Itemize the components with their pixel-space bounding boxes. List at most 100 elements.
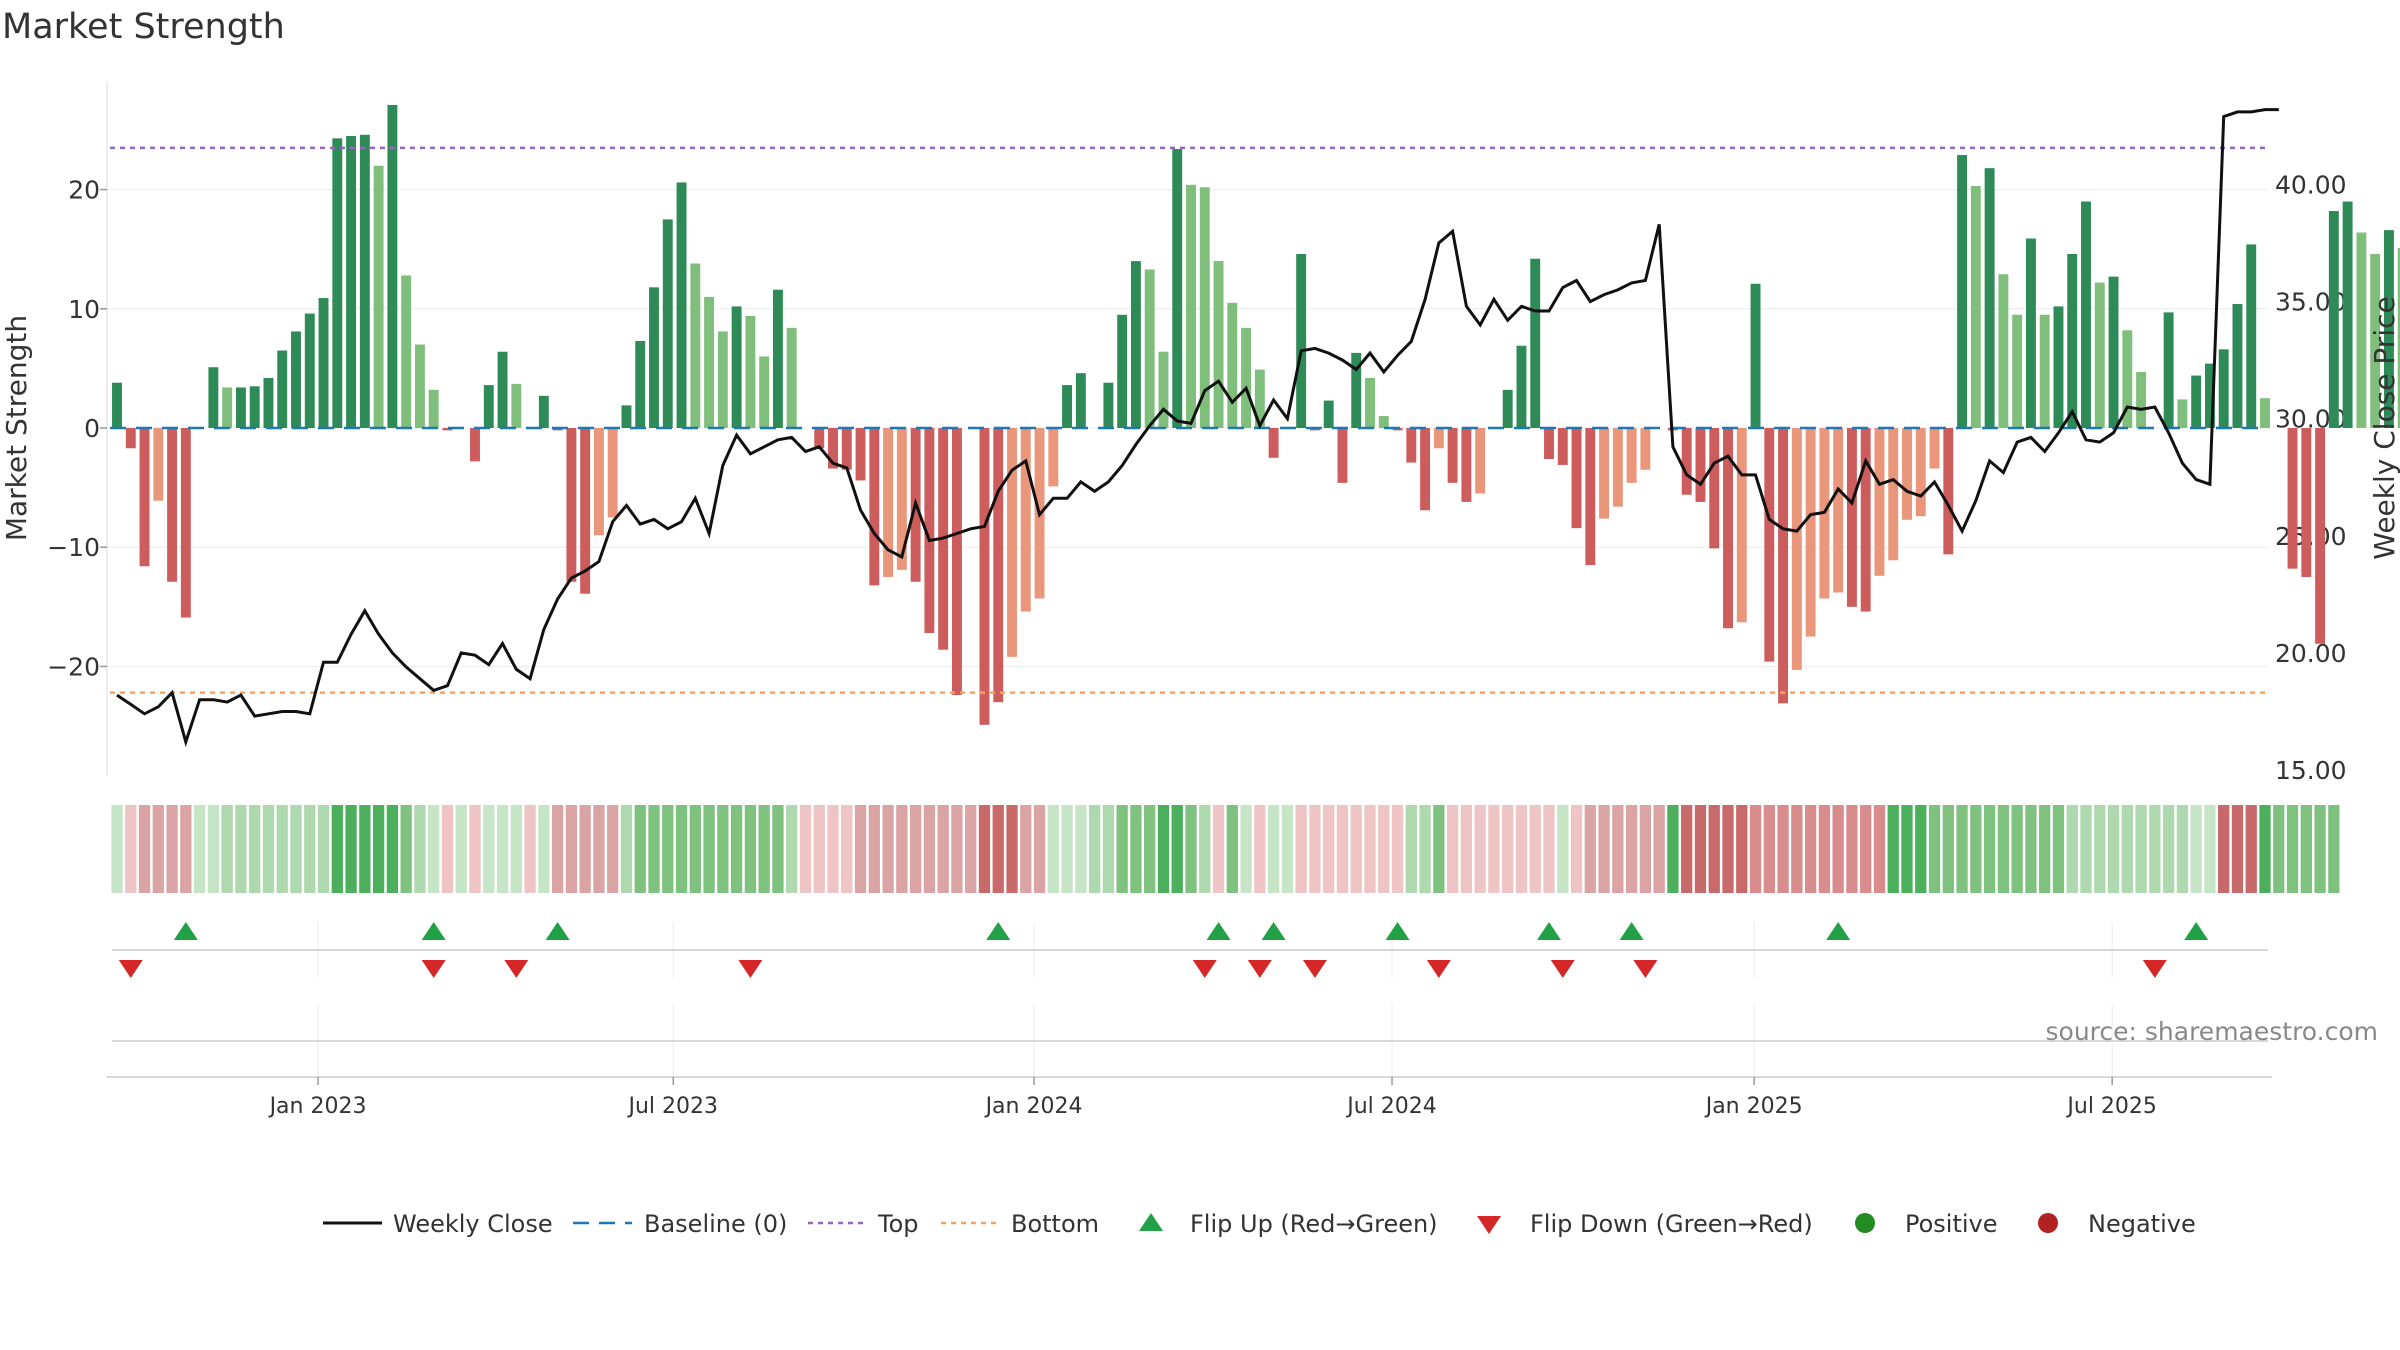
- regime-cell: [1502, 805, 1514, 893]
- regime-cell: [152, 805, 164, 893]
- flip-down-marker: [118, 960, 143, 978]
- regime-cell: [1488, 805, 1500, 893]
- regime-cell: [551, 805, 564, 893]
- strength-bar: [112, 382, 122, 428]
- strength-bar: [2039, 314, 2050, 428]
- regime-cell: [1529, 805, 1541, 893]
- strength-bar: [1199, 187, 1210, 428]
- strength-bar: [346, 135, 357, 428]
- strength-bar: [1365, 377, 1375, 428]
- strength-bar: [497, 351, 508, 428]
- regime-cell: [978, 805, 991, 893]
- regime-cell: [2273, 805, 2285, 893]
- strength-bar: [1172, 149, 1183, 428]
- strength-bar: [1833, 428, 1844, 593]
- regime-cell: [428, 805, 440, 893]
- regime-cell: [882, 805, 894, 893]
- regime-cell: [1144, 805, 1156, 893]
- regime-cell: [1350, 805, 1362, 893]
- regime-cell: [1281, 805, 1294, 893]
- regime-cell: [1460, 805, 1473, 893]
- strength-bar: [277, 350, 288, 428]
- regime-cell: [1199, 805, 1211, 893]
- regime-cell: [1970, 805, 1982, 893]
- strength-bar: [1007, 428, 1017, 657]
- regime-cell: [1983, 805, 1996, 893]
- regime-cell: [1006, 805, 1018, 893]
- strength-bar: [332, 138, 343, 428]
- strength-bar: [883, 428, 894, 577]
- strength-bar: [1544, 428, 1554, 459]
- strength-bar: [2067, 253, 2078, 428]
- regime-cell: [565, 805, 578, 893]
- right-tick-label: 40.00: [2275, 171, 2347, 200]
- strength-bar: [538, 395, 549, 428]
- regime-cell: [730, 805, 743, 893]
- strength-bar: [2342, 201, 2353, 428]
- regime-cell: [813, 805, 825, 893]
- regime-cell: [2231, 805, 2244, 893]
- strength-bar: [1709, 428, 1720, 549]
- strength-bar: [717, 331, 728, 428]
- strength-bar: [318, 298, 329, 428]
- regime-cell: [304, 805, 316, 893]
- legend-flip-up-label: Flip Up (Red→Green): [1190, 1210, 1438, 1238]
- regime-cell: [758, 805, 770, 893]
- strength-bar: [1530, 258, 1541, 428]
- regime-cell: [262, 805, 275, 893]
- strength-bar: [2370, 253, 2381, 428]
- regime-cell: [249, 805, 261, 893]
- left-tick-label: −20: [47, 652, 100, 681]
- regime-cell: [1157, 805, 1170, 893]
- strength-bar: [2328, 211, 2339, 428]
- regime-cell: [1116, 805, 1128, 893]
- regime-cell: [1997, 805, 2010, 893]
- regime-cell: [868, 805, 880, 893]
- regime-cell: [2107, 805, 2120, 893]
- strength-bar: [2301, 428, 2312, 577]
- strength-bar: [1612, 428, 1623, 507]
- strength-bar: [401, 275, 412, 428]
- strength-bar: [1626, 428, 1637, 483]
- strength-bar: [1048, 428, 1059, 487]
- regime-cell: [138, 805, 151, 893]
- strength-bar: [1695, 428, 1706, 502]
- strength-bar: [745, 315, 756, 428]
- strength-bar: [566, 428, 577, 582]
- strength-bar: [1970, 186, 1981, 428]
- regime-cell: [1722, 805, 1734, 893]
- regime-cell: [2190, 805, 2202, 893]
- strength-bar: [1640, 428, 1651, 470]
- regime-cell: [317, 805, 330, 893]
- regime-cell: [524, 805, 536, 893]
- strength-bar: [2053, 306, 2064, 428]
- regime-cell: [276, 805, 288, 893]
- strength-bar: [951, 428, 962, 696]
- regime-cell: [799, 805, 812, 893]
- regime-cell: [992, 805, 1004, 893]
- flip-up-marker: [986, 922, 1011, 940]
- strength-bar: [511, 383, 522, 428]
- regime-cell: [1956, 805, 1968, 893]
- regime-cell: [331, 805, 343, 893]
- regime-cell: [166, 805, 178, 893]
- flip-up-marker: [1619, 922, 1644, 940]
- strength-bar: [2177, 399, 2188, 428]
- regime-cell: [345, 805, 357, 893]
- regime-cell: [469, 805, 481, 893]
- regime-cell: [2286, 805, 2299, 893]
- flip-up-marker: [1537, 922, 1561, 940]
- regime-cell: [1212, 805, 1225, 893]
- regime-cell: [2011, 805, 2023, 893]
- regime-cell: [414, 805, 426, 893]
- regime-cell: [1749, 805, 1762, 893]
- regime-cell: [1543, 805, 1555, 893]
- strength-bar: [607, 428, 618, 518]
- flip-down-marker: [1426, 960, 1451, 978]
- regime-cell: [1942, 805, 1954, 893]
- regime-cell: [2149, 805, 2161, 893]
- legend-negative-label: Negative: [2088, 1210, 2196, 1238]
- flip-down-marker: [1633, 960, 1658, 978]
